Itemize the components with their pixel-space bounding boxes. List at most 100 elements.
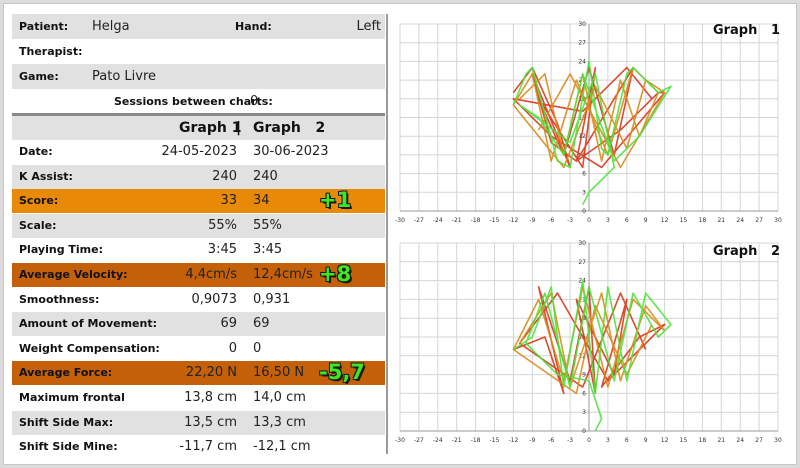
table-row: Score: 33 34 +1 <box>12 188 385 214</box>
panel-divider <box>386 14 388 454</box>
y-tick-label: 0 <box>582 208 586 215</box>
hand-value: Left <box>356 19 381 34</box>
x-tick-label: -9 <box>529 217 535 224</box>
metric-label: Score: <box>19 194 59 208</box>
x-tick-label: 24 <box>736 217 744 224</box>
graphs-panel: -30 -27 -24 -21 -18 -15 -12 -9 -6 -3 0 3 6 9 12 15 18 21 2… <box>388 14 784 454</box>
sessions-label: Sessions between charts: <box>114 95 273 108</box>
sessions-value: 0 <box>250 94 259 109</box>
difference-badge: -5,7 <box>319 360 365 385</box>
y-tick-label: 30 <box>578 240 586 247</box>
graph-title: Graph 2 <box>713 244 780 259</box>
difference-badge: +1 <box>319 188 352 213</box>
patient-row: Patient: Helga Hand: Left <box>12 14 385 39</box>
y-tick-label: 27 <box>578 259 586 266</box>
column-separator: | <box>236 120 242 136</box>
therapist-label: Therapist: <box>19 45 83 58</box>
hand-label: Hand: <box>235 20 272 33</box>
x-tick-label: 3 <box>606 437 610 444</box>
graph1-value: 4,4cm/s <box>185 267 237 282</box>
graph1-value: 55% <box>208 217 237 233</box>
metric-label: Smoothness: <box>19 292 100 306</box>
table-row: Playing Time: 3:45 3:45 <box>12 238 385 262</box>
x-tick-label: -18 <box>471 437 481 444</box>
x-tick-label: 6 <box>625 217 629 224</box>
table-row: Shift Side Max: 13,5 cm 13,3 cm <box>12 410 385 435</box>
x-tick-label: -21 <box>452 437 462 444</box>
graph1-value: -11,7 cm <box>179 439 237 455</box>
y-tick-label: 30 <box>578 21 586 28</box>
table-row: Shift Side Mine: -11,7 cm -12,1 cm <box>12 435 385 459</box>
graph2-value: 14,0 cm <box>253 390 306 405</box>
x-tick-label: 12 <box>661 437 669 444</box>
metric-label: Shift Side Max: <box>19 415 114 429</box>
game-value: Pato Livre <box>92 69 157 84</box>
x-tick-label: 21 <box>717 217 725 224</box>
x-tick-label: -21 <box>452 217 462 224</box>
x-tick-label: -15 <box>490 437 500 444</box>
graph1-value: 3:45 <box>207 242 237 258</box>
y-tick-label: 9 <box>582 372 586 379</box>
x-tick-label: 12 <box>661 217 669 224</box>
graph1-chart: -30 -27 -24 -21 -18 -15 -12 -9 -6 -3 0 3 6 9 12 15 18 21 2… <box>395 21 782 224</box>
y-tick-label: 21 <box>578 77 586 84</box>
y-tick-label: 3 <box>582 189 586 196</box>
x-tick-label: 18 <box>699 217 707 224</box>
x-tick-label: -24 <box>433 437 443 444</box>
table-header-row: Graph 1 | Graph 2 <box>12 116 385 140</box>
x-tick-label: 15 <box>680 437 688 444</box>
metric-label: Date: <box>19 145 53 158</box>
x-tick-label: -15 <box>490 217 500 224</box>
graph2-value: 13,3 cm <box>253 414 306 430</box>
x-tick-label: 0 <box>587 437 591 444</box>
graph1-value: 13,5 cm <box>184 414 237 430</box>
table-row: Maximum frontal 13,8 cm 14,0 cm <box>12 386 385 410</box>
metric-label: Average Force: <box>19 366 113 380</box>
x-tick-label: -6 <box>548 437 554 444</box>
session-comparison-panel: Patient: Helga Hand: Left Therapist: Gam… <box>12 14 385 454</box>
x-tick-label: -9 <box>529 437 535 444</box>
graph2-value: -12,1 cm <box>253 439 311 455</box>
graph2-chart: -30 -27 -24 -21 -18 -15 -12 -9 -6 -3 0 3 6 9 12 15 18 21 2… <box>395 240 782 444</box>
table-row: Smoothness: 0,9073 0,931 <box>12 288 385 312</box>
sessions-row: Sessions between charts: 0 <box>12 89 385 114</box>
y-tick-label: 0 <box>582 428 586 435</box>
x-tick-label: -30 <box>395 217 405 224</box>
graph1-value: 0 <box>228 340 237 356</box>
graph-title: Graph 1 <box>713 23 780 38</box>
graph2-column-header: Graph 2 <box>253 120 326 136</box>
graph1-value: 33 <box>220 193 237 209</box>
graph1-value: 240 <box>212 168 237 184</box>
x-tick-label: -30 <box>395 437 405 444</box>
graph1-value: 0,9073 <box>191 291 238 307</box>
trace-series-orange <box>512 286 666 395</box>
y-tick-label: 6 <box>582 171 586 178</box>
table-row: Amount of Movement: 69 69 <box>12 312 385 337</box>
x-tick-label: -27 <box>414 437 424 444</box>
x-tick-label: 27 <box>755 437 763 444</box>
x-tick-label: 3 <box>606 217 610 224</box>
table-row: Average Force: 22,20 N 16,50 N -5,7 <box>12 360 385 386</box>
x-tick-label: -12 <box>508 217 518 224</box>
x-tick-label: 0 <box>587 217 591 224</box>
x-tick-label: 9 <box>644 437 648 444</box>
section-divider <box>12 113 385 116</box>
metric-label: K Assist: <box>19 169 73 183</box>
table-row: K Assist: 240 240 <box>12 164 385 189</box>
graph2-value: 12,4cm/s <box>253 267 313 282</box>
metric-label: Playing Time: <box>19 243 103 257</box>
x-tick-label: 9 <box>644 217 648 224</box>
metric-label: Weight Compensation: <box>19 341 160 355</box>
patient-value: Helga <box>92 19 130 34</box>
y-tick-label: 21 <box>578 296 586 303</box>
table-row: Average Velocity: 4,4cm/s 12,4cm/s +8 <box>12 262 385 287</box>
x-tick-label: -6 <box>548 217 554 224</box>
graph2-value: 34 <box>253 193 270 209</box>
metric-label: Amount of Movement: <box>19 317 157 331</box>
x-tick-label: 18 <box>699 437 707 444</box>
x-tick-label: -24 <box>433 217 443 224</box>
trace-series-green <box>512 60 672 206</box>
x-tick-label: -18 <box>471 217 481 224</box>
table-row: Scale: 55% 55% <box>12 213 385 238</box>
y-tick-label: 12 <box>578 353 586 360</box>
